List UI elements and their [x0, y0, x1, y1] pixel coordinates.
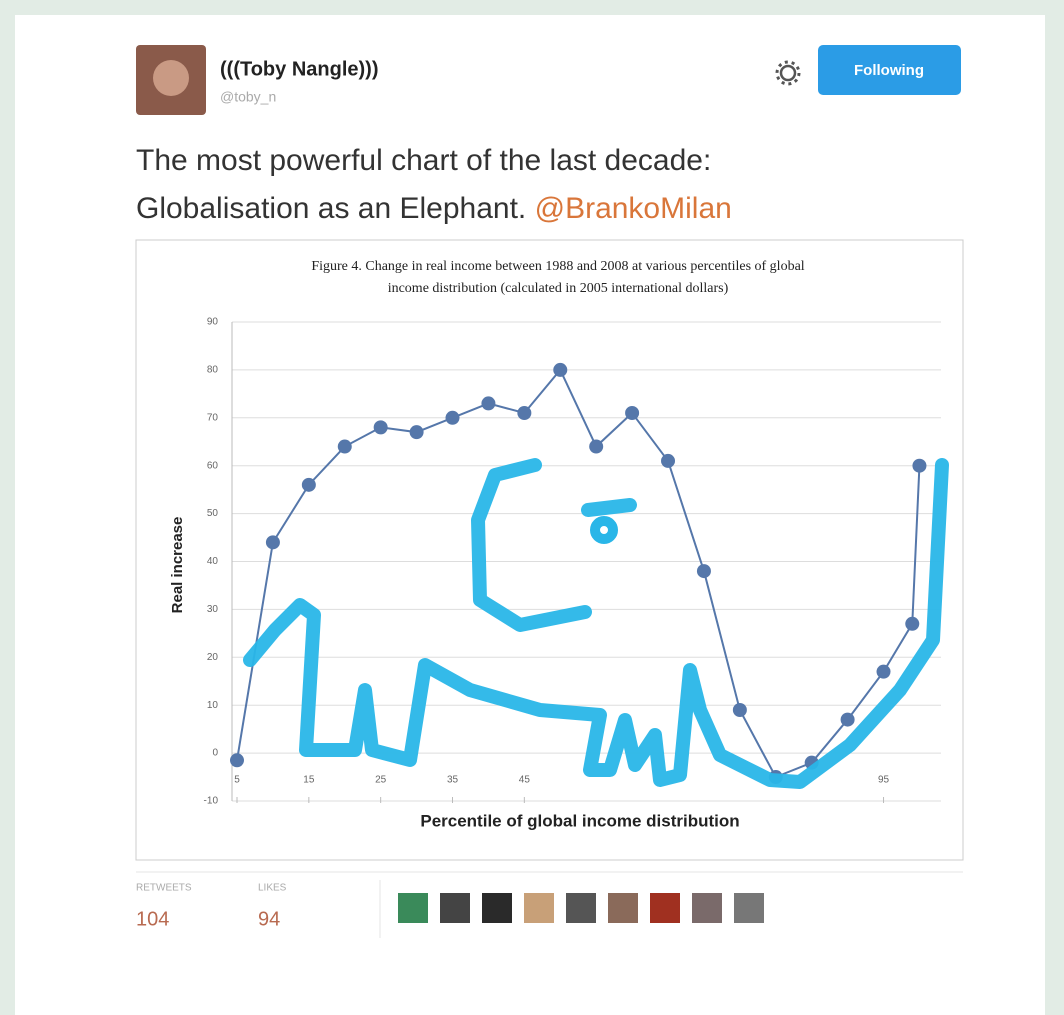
elephant-eye: [590, 516, 618, 544]
chart-title: Figure 4. Change in real income between …: [311, 259, 804, 274]
y-tick-label: 20: [207, 652, 219, 663]
data-point: [732, 702, 747, 717]
data-point: [905, 616, 920, 631]
tweet-text: The most powerful chart of the last deca…: [136, 144, 711, 177]
chart-title: income distribution (calculated in 2005 …: [388, 281, 729, 296]
x-tick-label: 95: [878, 775, 890, 786]
data-point: [661, 453, 676, 468]
data-point: [481, 396, 496, 411]
data-point: [301, 477, 316, 492]
data-point: [696, 564, 711, 579]
data-point: [409, 425, 424, 440]
follow-button[interactable]: [818, 45, 961, 95]
y-tick-label: 0: [212, 748, 218, 759]
data-point: [230, 753, 244, 768]
x-tick-label: 35: [447, 775, 459, 786]
y-axis-label: Real increase: [169, 517, 186, 614]
data-point: [912, 458, 927, 473]
y-tick-label: 30: [207, 604, 219, 615]
settings-icon[interactable]: [775, 60, 801, 86]
y-tick-label: 70: [207, 412, 219, 423]
data-point: [553, 362, 568, 377]
follow-button-label[interactable]: Following: [854, 62, 924, 79]
data-point: [373, 420, 388, 435]
liker-avatars[interactable]: [398, 893, 764, 923]
user-name[interactable]: (((Toby Nangle))): [220, 58, 379, 80]
mention-link[interactable]: @BrankoMilan: [535, 192, 732, 225]
user-handle[interactable]: @toby_n: [220, 89, 276, 105]
data-point: [876, 664, 891, 679]
retweets-label: RETWEETS: [136, 883, 192, 894]
y-tick-label: 10: [207, 700, 219, 711]
avatar-face: [153, 60, 189, 96]
data-point: [337, 439, 352, 454]
y-tick-label: 90: [207, 317, 219, 328]
likes-count[interactable]: 94: [258, 908, 280, 930]
x-tick-label: 5: [234, 775, 240, 786]
tweet-text: Globalisation as an Elephant. @BrankoMil…: [136, 192, 732, 225]
data-point: [589, 439, 604, 454]
data-point: [445, 410, 460, 425]
x-tick-label: 15: [303, 775, 315, 786]
data-point: [625, 406, 640, 421]
y-tick-label: 40: [207, 556, 219, 567]
y-tick-label: 50: [207, 508, 219, 519]
elephant-doodle: [243, 458, 949, 789]
x-tick-label: 25: [375, 775, 387, 786]
likes-label: LIKES: [258, 883, 287, 894]
y-tick-label: 80: [207, 365, 219, 376]
chart: Figure 4. Change in real income between …: [169, 259, 941, 830]
retweets-count[interactable]: 104: [136, 908, 169, 930]
data-point: [517, 406, 532, 421]
data-point: [840, 712, 855, 727]
y-tick-label: -10: [204, 796, 219, 807]
tweet-text: Globalisation as an Elephant.: [136, 192, 526, 225]
x-axis-label: Percentile of global income distribution: [420, 811, 739, 830]
x-tick-label: 45: [519, 775, 531, 786]
data-point: [265, 535, 280, 550]
y-tick-label: 60: [207, 460, 219, 471]
chart-frame: [135, 239, 964, 861]
